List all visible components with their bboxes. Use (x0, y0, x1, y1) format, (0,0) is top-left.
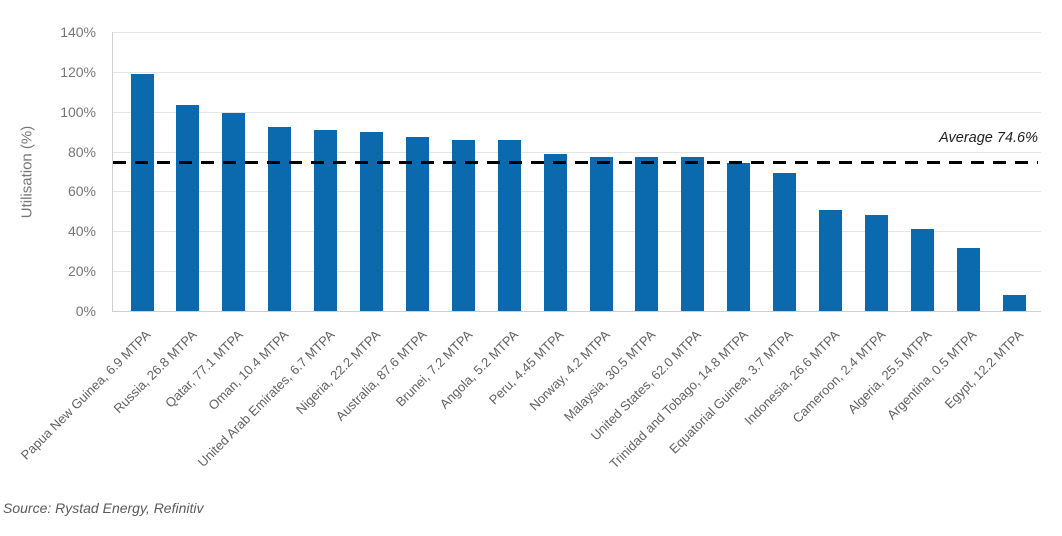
bar (451, 140, 475, 311)
average-label: Average 74.6% (939, 130, 1038, 146)
bar (681, 156, 705, 311)
gridline (113, 271, 1041, 273)
y-tick-label: 20% (67, 263, 96, 280)
y-tick-label: 0% (75, 303, 96, 319)
bar (497, 140, 521, 311)
gridline (113, 151, 1041, 153)
gridline (113, 111, 1041, 113)
gridline (113, 191, 1041, 193)
bar (176, 104, 200, 311)
bar (222, 112, 246, 311)
bar (864, 214, 888, 311)
gridline (113, 32, 1041, 33)
bar (360, 132, 383, 311)
y-tick-label: 140% (60, 24, 96, 40)
bar (727, 163, 751, 311)
y-tick-label: 80% (67, 143, 96, 160)
x-category-label-text: Russia, 26.8 MTPA (110, 327, 200, 417)
y-tick-label: 40% (67, 223, 96, 240)
x-category-label-text: Egypt, 12.2 MTPA (941, 327, 1026, 412)
x-category-label-text: Algeria, 25.5 MTPA (844, 327, 934, 417)
y-axis-title: Utilisation (%) (18, 125, 36, 219)
gridline (113, 231, 1041, 233)
bar (956, 248, 980, 311)
bar (819, 209, 842, 311)
bar (130, 73, 154, 311)
plot-area (112, 32, 1041, 312)
bar (1002, 295, 1026, 311)
source-note: Source: Rystad Energy, Refinitiv (3, 500, 204, 516)
average-line (113, 160, 1038, 164)
x-category-label-text: Angola, 5.2 MTPA (436, 327, 521, 412)
bar (543, 154, 567, 311)
x-category-label-text: Argentina, 0.5 MTPA (884, 327, 980, 423)
y-tick-label: 100% (60, 103, 96, 120)
bar (314, 130, 338, 311)
y-tick-label: 60% (67, 183, 96, 200)
y-tick-label: 120% (60, 63, 96, 80)
bar (635, 156, 659, 311)
x-category-label-text: Norway, 4.2 MTPA (526, 327, 613, 414)
gridline (113, 71, 1041, 73)
bar (268, 127, 292, 311)
bar (773, 173, 797, 311)
x-category-label-text: Oman, 10.4 MTPA (205, 327, 292, 414)
bar (405, 137, 429, 311)
bar (910, 229, 934, 311)
x-category-label-text: Nigeria, 22.2 MTPA (292, 327, 384, 418)
x-category-label-text: Qatar, 77.1 MTPA (161, 327, 246, 411)
bar (589, 157, 613, 311)
